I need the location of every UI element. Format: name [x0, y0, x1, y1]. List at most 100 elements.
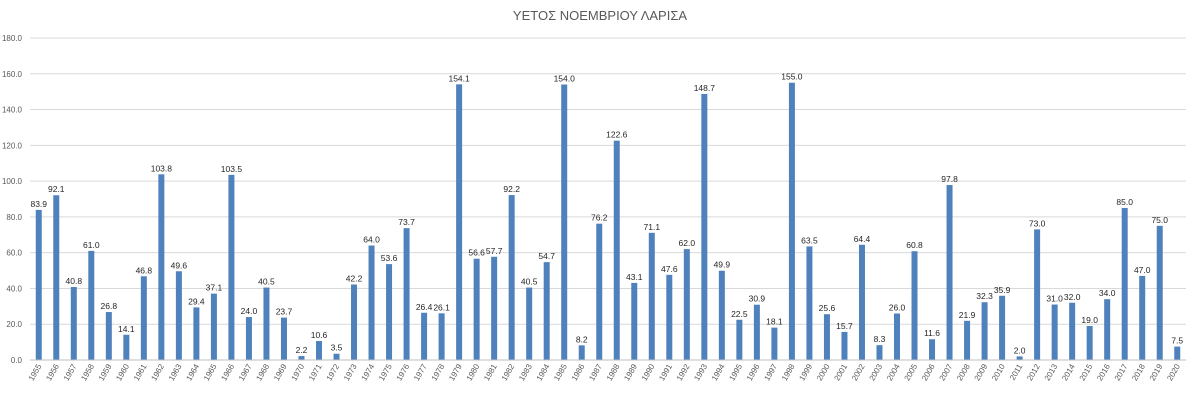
- x-tick-label: 1999: [797, 362, 814, 382]
- x-tick-label: 1991: [657, 362, 674, 382]
- data-label: 47.0: [1134, 265, 1151, 275]
- x-tick-label: 1996: [745, 362, 762, 382]
- y-axis-ticks: 0.0 20.0 40.0 60.0 80.0 100.0 120.0 140.0 160.0 1…: [2, 34, 23, 365]
- data-label: 92.2: [503, 184, 520, 194]
- bar: [596, 223, 603, 360]
- data-label: 63.5: [801, 235, 818, 245]
- x-tick-label: 1958: [79, 362, 96, 382]
- x-tick-label: 2007: [938, 362, 955, 382]
- x-tick-label: 1981: [482, 362, 499, 382]
- gridlines: [30, 37, 1186, 325]
- data-label: 57.7: [486, 246, 503, 256]
- bar: [666, 274, 673, 360]
- data-label: 49.9: [714, 260, 731, 270]
- x-tick-label: 2010: [990, 362, 1007, 382]
- data-label: 75.0: [1151, 215, 1168, 225]
- data-label: 26.0: [889, 302, 906, 312]
- bar: [858, 244, 865, 360]
- bar: [929, 339, 936, 360]
- bar: [175, 271, 182, 360]
- x-tick-label: 1964: [184, 362, 201, 382]
- y-tick-label: 60.0: [6, 249, 22, 258]
- data-label: 154.0: [554, 74, 576, 84]
- bar: [316, 341, 322, 360]
- x-tick-label: 1959: [97, 362, 114, 382]
- bar: [964, 320, 971, 360]
- data-label: 97.8: [941, 174, 958, 184]
- x-tick-label: 1989: [622, 362, 639, 382]
- bar: [105, 312, 112, 360]
- data-label: 47.6: [661, 264, 678, 274]
- x-tick-label: 1980: [465, 362, 482, 382]
- data-label: 154.1: [448, 73, 470, 83]
- bar: [1174, 346, 1181, 360]
- data-label: 3.5: [331, 343, 343, 353]
- bar: [508, 195, 515, 360]
- x-tick-label: 1975: [377, 362, 394, 382]
- y-tick-label: 160.0: [2, 70, 23, 79]
- bar: [613, 140, 620, 360]
- x-tick-label: 1998: [780, 362, 797, 382]
- x-tick-label: 1969: [272, 362, 289, 382]
- data-label: 83.9: [30, 199, 47, 209]
- data-label: 23.7: [276, 307, 293, 317]
- x-tick-label: 1963: [167, 362, 184, 382]
- x-tick-label: 1977: [412, 362, 429, 382]
- data-label: 26.8: [101, 301, 118, 311]
- bar: [648, 232, 655, 360]
- data-label: 92.1: [48, 184, 65, 194]
- data-label: 2.2: [296, 345, 308, 355]
- data-label: 73.7: [398, 217, 415, 227]
- x-tick-label: 1955: [27, 362, 44, 382]
- y-tick-label: 180.0: [2, 34, 23, 43]
- x-tick-label: 1965: [202, 362, 219, 382]
- bar: [543, 262, 550, 360]
- bar: [683, 249, 690, 360]
- bar: [631, 282, 638, 360]
- bar: [806, 246, 813, 360]
- data-label: 54.7: [538, 251, 555, 261]
- data-label: 26.1: [433, 302, 450, 312]
- x-tick-label: 1982: [500, 362, 517, 382]
- x-tick-label: 2020: [1165, 362, 1182, 382]
- data-label: 60.8: [906, 240, 923, 250]
- x-tick-label: 1960: [114, 362, 131, 382]
- y-tick-label: 20.0: [6, 320, 22, 329]
- bar: [228, 174, 235, 360]
- bar: [788, 82, 795, 360]
- x-tick-label: 1985: [552, 362, 569, 382]
- data-label: 32.0: [1064, 292, 1081, 302]
- data-label: 76.2: [591, 213, 608, 223]
- data-label: 22.5: [731, 309, 748, 319]
- data-label: 21.9: [959, 310, 976, 320]
- bar: [946, 185, 953, 360]
- bar: [70, 287, 77, 360]
- x-tick-label: 1979: [447, 362, 464, 382]
- bar: [561, 84, 568, 360]
- data-label: 11.6: [924, 328, 940, 338]
- x-tick-label: 1957: [62, 362, 79, 382]
- x-tick-label: 2006: [920, 362, 937, 382]
- y-tick-label: 0.0: [11, 356, 23, 365]
- x-tick-label: 2011: [1008, 362, 1025, 382]
- data-label: 30.9: [749, 294, 766, 304]
- data-label: 62.0: [679, 238, 696, 248]
- bar: [140, 276, 147, 360]
- bar: [526, 287, 533, 360]
- x-tick-label: 2017: [1113, 362, 1130, 382]
- data-label: 29.4: [188, 296, 205, 306]
- y-tick-label: 120.0: [2, 141, 23, 150]
- x-tick-label: 1992: [675, 362, 692, 382]
- y-tick-label: 100.0: [2, 177, 23, 186]
- data-label: 56.6: [468, 248, 485, 258]
- bar: [736, 319, 743, 360]
- x-tick-label: 2012: [1025, 362, 1042, 382]
- x-tick-label: 2004: [885, 362, 902, 382]
- x-tick-label: 1986: [570, 362, 587, 382]
- chart-title: ΥΕΤΟΣ ΝΟΕΜΒΡΙΟΥ ΛΑΡΙΣΑ: [513, 8, 687, 23]
- x-tick-label: 1990: [640, 362, 657, 382]
- x-tick-label: 2000: [815, 362, 832, 382]
- data-label: 46.8: [136, 265, 153, 275]
- x-tick-label: 1970: [290, 362, 307, 382]
